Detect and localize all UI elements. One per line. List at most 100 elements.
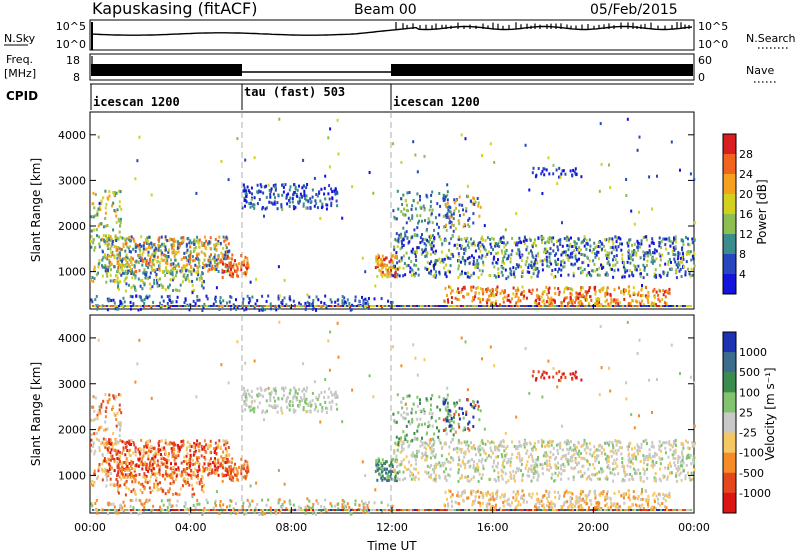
velocity-cell bbox=[200, 488, 203, 492]
velocity-cell bbox=[458, 447, 461, 451]
power-cell bbox=[454, 227, 457, 231]
power-cell bbox=[594, 292, 597, 296]
power-cell bbox=[535, 254, 538, 258]
power-cell bbox=[200, 277, 203, 280]
power-baseline-cell bbox=[450, 305, 452, 307]
velocity-cell bbox=[96, 416, 99, 420]
power-cell bbox=[649, 252, 652, 256]
power-baseline-cell bbox=[244, 305, 246, 307]
velocity-cell bbox=[188, 466, 191, 470]
power-cell bbox=[534, 267, 537, 271]
power-cell bbox=[134, 276, 137, 280]
power-cell bbox=[131, 257, 134, 261]
power-cell bbox=[558, 293, 561, 297]
power-cell bbox=[658, 299, 661, 303]
power-baseline-cell bbox=[252, 305, 254, 307]
power-cell bbox=[115, 239, 118, 242]
velocity-cell bbox=[330, 405, 333, 409]
power-cell bbox=[274, 183, 277, 187]
velocity-cell bbox=[420, 456, 423, 460]
power-cell bbox=[495, 302, 497, 306]
power-cell bbox=[128, 238, 131, 241]
power-cell bbox=[169, 263, 172, 267]
power-cell bbox=[366, 299, 369, 303]
power-cell bbox=[141, 253, 144, 257]
velocity-cell bbox=[419, 444, 422, 448]
power-cell bbox=[213, 243, 215, 247]
power-cell bbox=[219, 241, 222, 245]
velocity-cell bbox=[463, 440, 466, 444]
power-cell bbox=[236, 265, 239, 269]
velocity-cell bbox=[176, 492, 179, 496]
velocity-cell bbox=[177, 466, 180, 470]
power-cell bbox=[331, 196, 334, 200]
power-cell bbox=[158, 261, 161, 265]
power-cell bbox=[120, 248, 123, 252]
velocity-cell bbox=[333, 392, 336, 396]
velocity-cell bbox=[145, 445, 148, 449]
power-cell bbox=[492, 257, 495, 261]
velocity-cell bbox=[291, 400, 294, 404]
power-cell bbox=[555, 240, 558, 244]
power-cell bbox=[566, 296, 569, 300]
power-cell bbox=[130, 256, 133, 260]
power-cell bbox=[222, 262, 224, 266]
power-cell bbox=[443, 194, 445, 197]
velocity-cell bbox=[456, 450, 459, 454]
power-baseline-cell bbox=[672, 305, 674, 307]
power-cell bbox=[280, 205, 283, 209]
velocity-cell bbox=[428, 465, 431, 469]
power-ytick-label-2000: 2000 bbox=[58, 220, 86, 233]
velocity-cell bbox=[144, 461, 147, 465]
power-cell bbox=[411, 216, 414, 220]
velocity-cell bbox=[236, 469, 239, 473]
power-cell bbox=[430, 212, 433, 216]
power-cell bbox=[569, 287, 572, 291]
power-cell bbox=[457, 291, 460, 294]
power-cell bbox=[500, 265, 503, 269]
velocity-cell bbox=[123, 483, 126, 487]
power-cell bbox=[127, 263, 130, 267]
power-cell bbox=[655, 275, 658, 279]
power-cell bbox=[200, 250, 203, 254]
velocity-cell bbox=[173, 458, 176, 462]
power-cell bbox=[450, 213, 453, 217]
velocity-cell bbox=[632, 467, 635, 471]
power-baseline-cell bbox=[586, 305, 588, 307]
power-cell bbox=[151, 267, 153, 271]
power-cell bbox=[570, 293, 573, 296]
velocity-cell bbox=[145, 477, 148, 481]
power-cell bbox=[125, 282, 128, 286]
power-baseline-cell bbox=[132, 305, 134, 307]
velocity-cell bbox=[270, 390, 273, 394]
power-cell bbox=[377, 263, 380, 267]
power-cell bbox=[580, 271, 582, 275]
velocity-cell bbox=[93, 452, 96, 456]
velocity-cell bbox=[580, 452, 582, 455]
velocity-cell bbox=[140, 438, 143, 442]
power-cell bbox=[140, 298, 143, 302]
velocity-cell bbox=[193, 492, 196, 496]
power-baseline-cell bbox=[112, 305, 114, 307]
power-baseline-cell bbox=[224, 305, 226, 307]
velocity-cell bbox=[649, 455, 651, 458]
velocity-cell bbox=[92, 444, 95, 448]
velocity-cell bbox=[113, 448, 116, 452]
power-cell bbox=[517, 248, 520, 252]
power-cell bbox=[386, 272, 389, 276]
power-baseline-cell bbox=[522, 305, 524, 307]
power-cell bbox=[503, 245, 506, 249]
velocity-cell bbox=[118, 393, 120, 397]
power-baseline-cell bbox=[638, 305, 640, 307]
power-baseline-cell bbox=[484, 305, 486, 307]
velocity-cell bbox=[116, 483, 119, 486]
power-cell bbox=[627, 292, 630, 296]
power-cell bbox=[334, 188, 337, 192]
velocity-cell bbox=[216, 445, 219, 449]
power-cell bbox=[448, 241, 451, 245]
power-cell bbox=[478, 291, 481, 295]
velocity-cell bbox=[619, 441, 622, 445]
power-baseline-cell bbox=[198, 305, 200, 307]
velocity-cell bbox=[430, 448, 433, 452]
velocity-cell bbox=[214, 464, 217, 468]
